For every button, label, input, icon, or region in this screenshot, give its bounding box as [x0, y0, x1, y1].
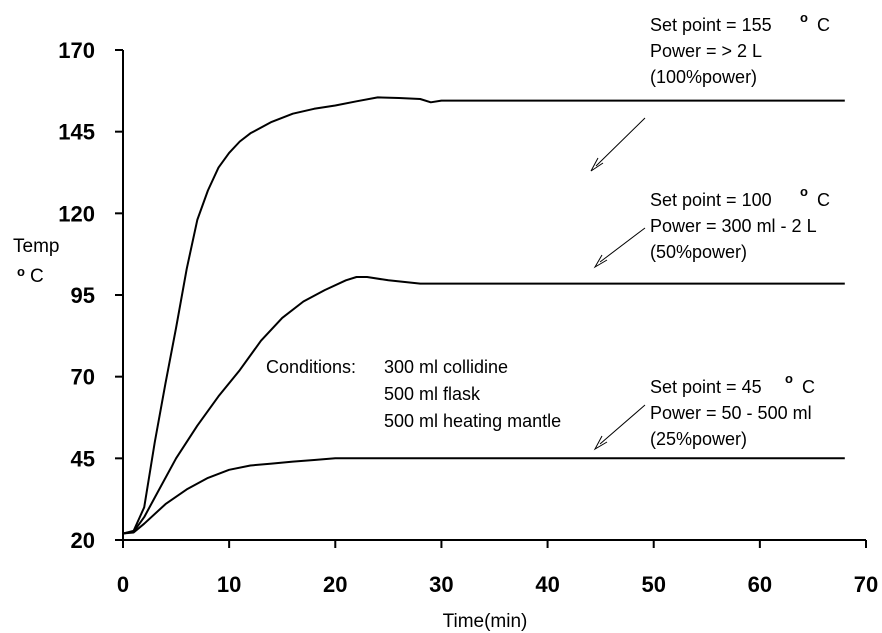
y-tick-label: 20: [71, 528, 95, 553]
annotation-arrow-100: [595, 228, 645, 267]
series-layer: [123, 97, 845, 533]
y-tick-label: 95: [71, 283, 95, 308]
annotation-100-degree: o: [800, 184, 808, 199]
conditions-item-collidine: 300 ml collidine: [384, 357, 508, 377]
y-tick-label: 170: [58, 38, 95, 63]
y-axis-title-line1: Temp: [13, 236, 59, 257]
y-tick-label: 45: [71, 446, 95, 471]
x-axis-title: Time(min): [443, 611, 528, 632]
conditions-note: Conditions: 300 ml collidine 500 ml flas…: [266, 357, 561, 431]
y-tick-label: 70: [71, 365, 95, 390]
annotation-155: Set point = 155 o C Power = > 2 L (100%p…: [650, 10, 830, 87]
y-tick-group: 20 45 70 95 120 145 170: [58, 38, 123, 553]
annotation-155-degree: o: [800, 10, 808, 25]
conditions-label: Conditions:: [266, 357, 356, 377]
x-tick-label: 70: [854, 572, 878, 597]
annotation-155-line3: (100%power): [650, 67, 757, 87]
y-axis-title-degree: o: [17, 264, 25, 279]
annotation-45-unit: C: [802, 377, 815, 397]
x-tick-label: 20: [323, 572, 347, 597]
x-tick-label: 40: [535, 572, 559, 597]
x-tick-label: 30: [429, 572, 453, 597]
annotation-155-line2: Power = > 2 L: [650, 41, 762, 61]
y-tick-label: 120: [58, 201, 95, 226]
annotation-155-unit: C: [817, 15, 830, 35]
annotation-45-line1: Set point = 45: [650, 377, 762, 397]
series-line-155: [123, 97, 845, 533]
annotation-100-line2: Power = 300 ml - 2 L: [650, 216, 817, 236]
x-tick-label: 0: [117, 572, 129, 597]
annotation-45-degree: o: [785, 371, 793, 386]
y-axis-title-unit: C: [30, 266, 44, 287]
x-tick-label: 10: [217, 572, 241, 597]
conditions-item-flask: 500 ml flask: [384, 384, 481, 404]
x-tick-label: 60: [748, 572, 772, 597]
annotation-45: Set point = 45 o C Power = 50 - 500 ml (…: [650, 371, 815, 449]
conditions-item-mantle: 500 ml heating mantle: [384, 411, 561, 431]
annotation-arrow-45: [595, 405, 645, 449]
y-tick-label: 145: [58, 120, 95, 145]
annotation-45-line2: Power = 50 - 500 ml: [650, 403, 812, 423]
series-line-45: [123, 458, 845, 533]
x-tick-label: 50: [641, 572, 665, 597]
annotation-100-line3: (50%power): [650, 242, 747, 262]
annotation-100: Set point = 100 o C Power = 300 ml - 2 L…: [650, 184, 830, 262]
annotation-arrow-155: [591, 118, 645, 171]
annotation-45-line3: (25%power): [650, 429, 747, 449]
annotation-155-line1: Set point = 155: [650, 15, 772, 35]
annotation-100-line1: Set point = 100: [650, 190, 772, 210]
x-tick-group: 0 10 20 30 40 50 60 70: [117, 540, 878, 597]
annotation-100-unit: C: [817, 190, 830, 210]
